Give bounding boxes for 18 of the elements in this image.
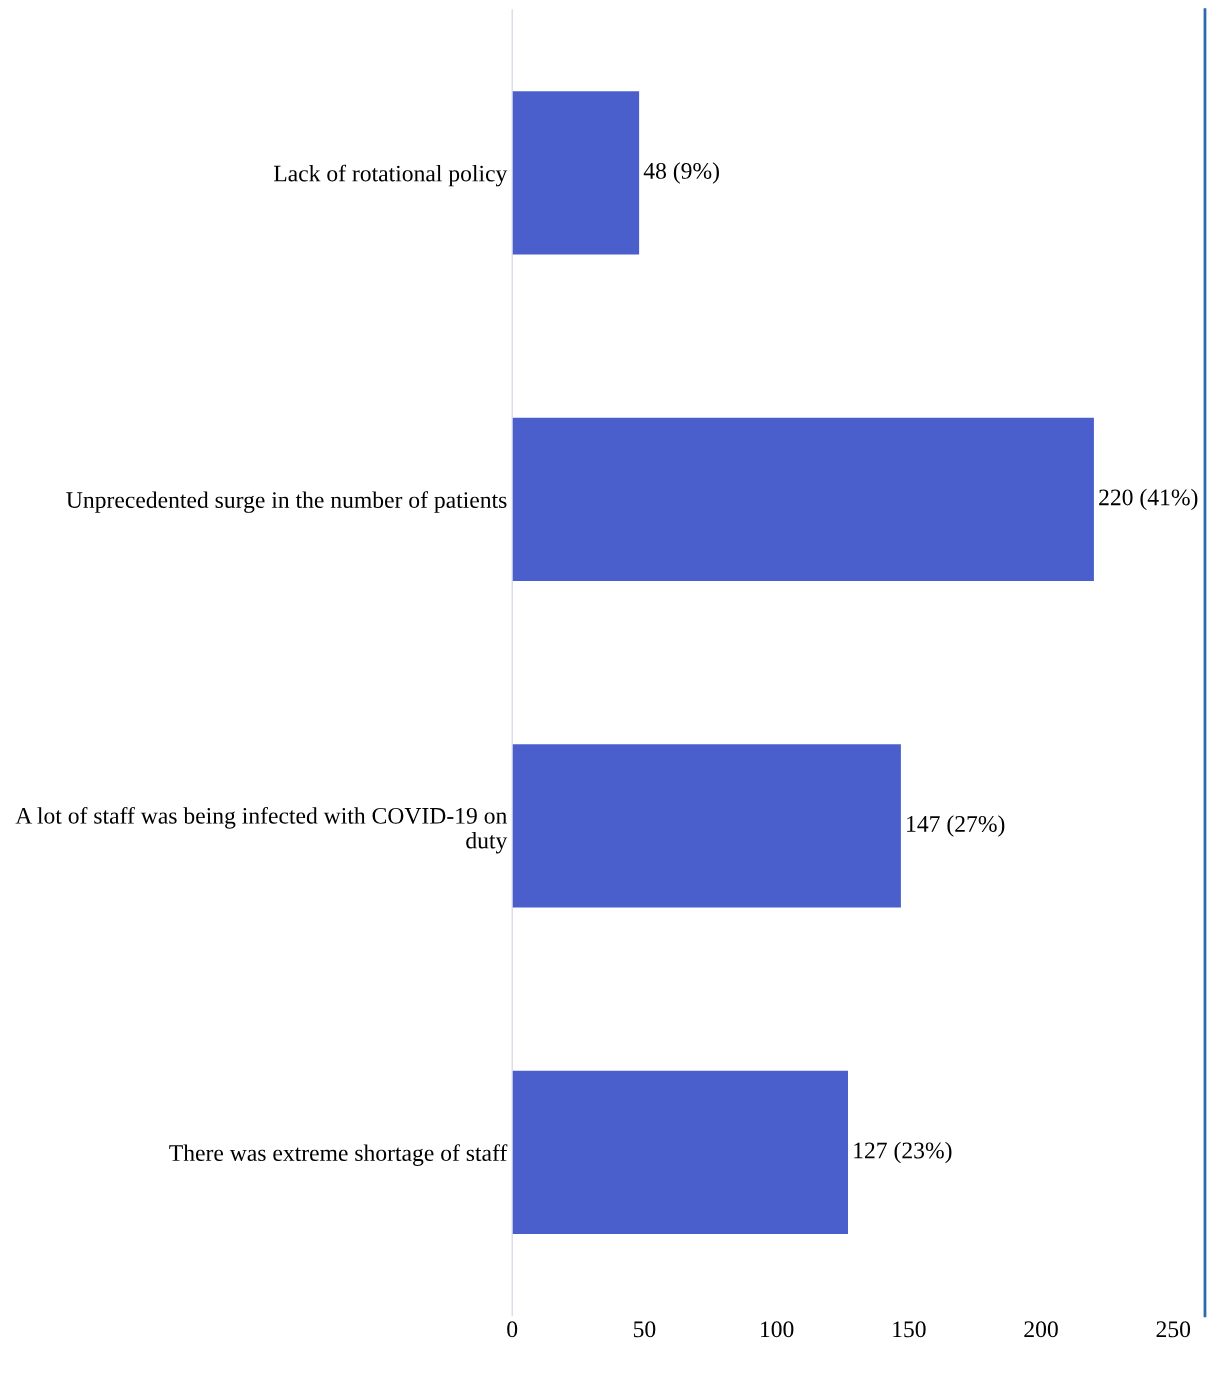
data-label: 147 (27%) bbox=[907, 815, 1005, 837]
data-label: 127 (23%) bbox=[854, 1141, 952, 1164]
x-tick-label: 50 bbox=[633, 1321, 656, 1338]
x-tick-label: 0 bbox=[507, 1321, 518, 1338]
y-tick-label: There was extreme shortage of staff bbox=[169, 1144, 508, 1166]
x-tick-label: 100 bbox=[760, 1321, 794, 1338]
x-tick-label: 200 bbox=[1024, 1321, 1058, 1338]
y-tick-label: Lack of rotational policy bbox=[273, 164, 508, 187]
bar bbox=[512, 91, 640, 255]
bar bbox=[512, 417, 1094, 582]
y-tick-label: Unprecedented surge in the number of patients bbox=[66, 491, 507, 513]
y-tick-label: A lot of staff was being infected with COVID-19 on duty bbox=[15, 806, 508, 854]
bar bbox=[512, 744, 901, 908]
bar bbox=[512, 1070, 849, 1235]
data-label: 48 (9%) bbox=[643, 162, 719, 184]
x-tick-label: 150 bbox=[893, 1321, 926, 1338]
data-label: 220 (41%) bbox=[1099, 488, 1198, 511]
x-tick-label: 250 bbox=[1156, 1321, 1191, 1338]
